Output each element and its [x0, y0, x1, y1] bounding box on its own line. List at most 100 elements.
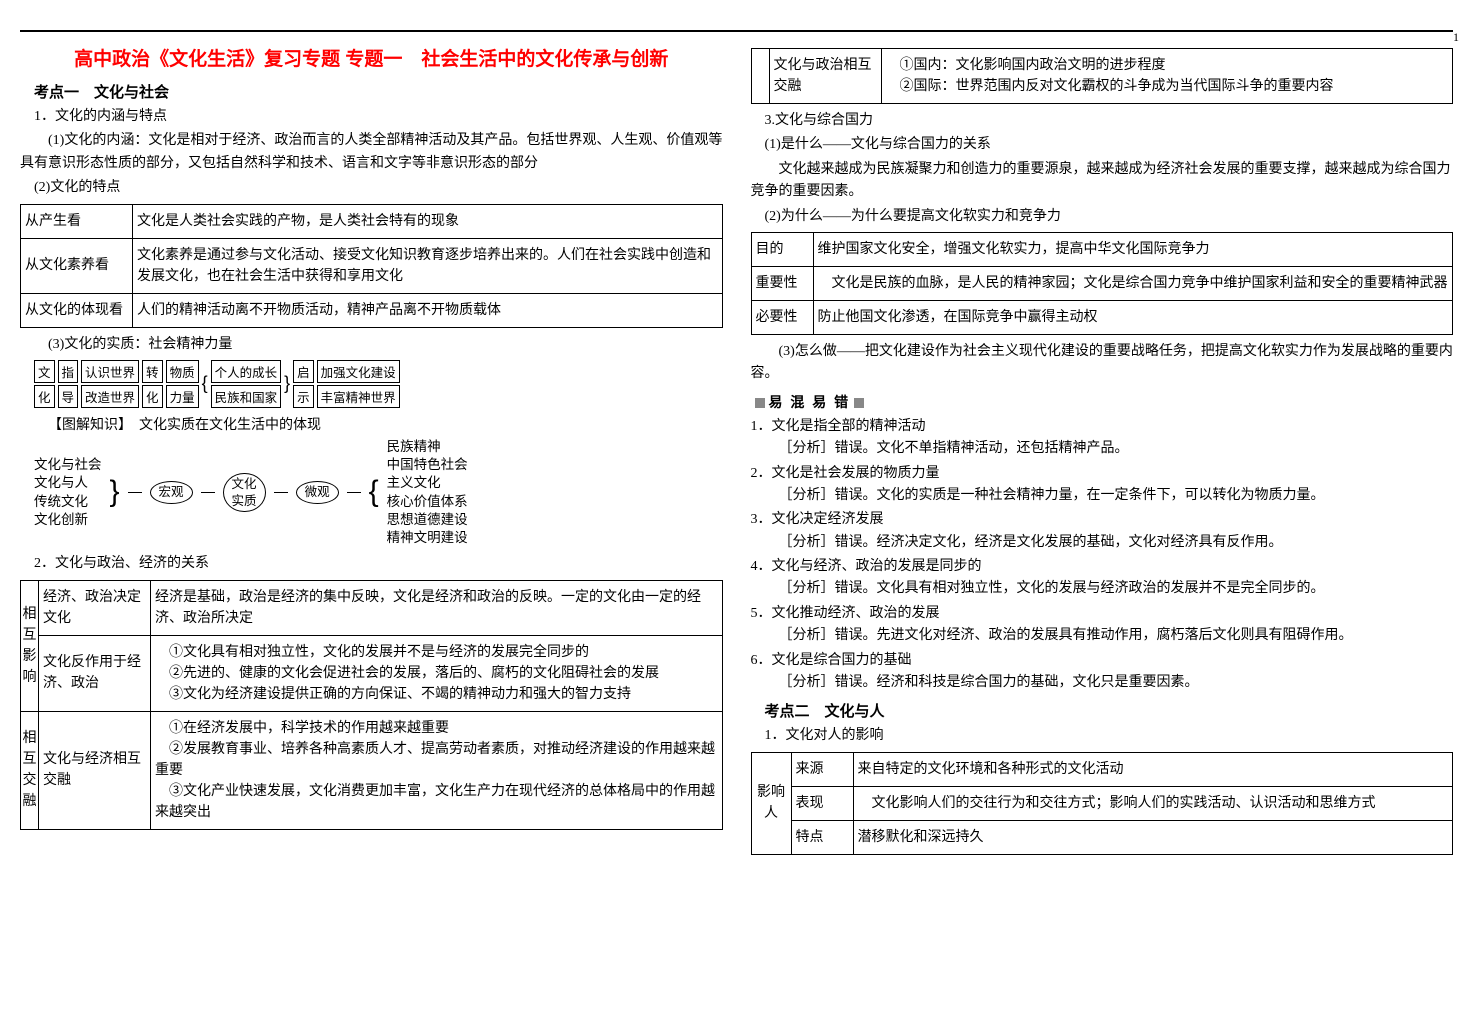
tujie-heading: 【图解知识】 文化实质在文化生活中的体现 [48, 414, 723, 434]
d1-h2: 丰富精神世界 [317, 385, 400, 408]
t2-g2: 相互交融 [21, 711, 39, 829]
table-purpose: 目的维护国家文化安全，增强文化软实力，提高中华文化国际竞争力 重要性 文化是民族… [751, 232, 1454, 335]
d1-d1: 转 [142, 360, 163, 383]
diagram-2: 文化与社会 文化与人 传统文化 文化创新 } 宏观 文化实质 微观 { 民族精神… [34, 438, 723, 547]
t1-r3-c: 人们的精神活动离不开物质活动，精神产品离不开物质载体 [133, 293, 723, 327]
err-3-q: 3．文化决定经济发展 [751, 509, 1454, 531]
d2-r5: 思想道德建设 [387, 511, 468, 529]
d2-r6: 精神文明建设 [387, 529, 468, 547]
t2-r3-h: 文化与经济相互交融 [39, 711, 151, 829]
d2-r4: 核心价值体系 [387, 493, 468, 511]
t2-r2-c: ①文化具有相对独立性，文化的发展并不是与经济的发展完全同步的 ②先进的、健康的文… [151, 635, 723, 711]
table-features: 从产生看文化是人类社会实践的产物，是人类社会特有的现象 从文化素养看文化素养是通… [20, 204, 723, 328]
t2-r4-c: ①国内：文化影响国内政治文明的进步程度 ②国际：世界范围内反对文化霸权的斗争成为… [881, 49, 1453, 104]
t2-r3-c: ①在经济发展中，科学技术的作用越来越重要 ②发展教育事业、培养各种高素质人才、提… [151, 711, 723, 829]
err-2-a: ［分析］错误。文化的实质是一种社会精神力量，在一定条件下，可以转化为物质力量。 [779, 485, 1454, 507]
t3-r1-h: 目的 [751, 232, 813, 266]
connector-line [201, 492, 215, 493]
t1-r2-h: 从文化素养看 [21, 238, 133, 293]
t4-r1-c: 来自特定的文化环境和各种形式的文化活动 [853, 752, 1453, 786]
err-5-a: ［分析］错误。先进文化对经济、政治的发展具有推动作用，腐朽落后文化则具有阻碍作用… [779, 625, 1454, 647]
d1-a2: 化 [34, 385, 55, 408]
t1-r2-c: 文化素养是通过参与文化活动、接受文化知识教育逐步培养出来的。人们在社会实践中创造… [133, 238, 723, 293]
t2-r1-h: 经济、政治决定文化 [39, 580, 151, 635]
d1-h1: 加强文化建设 [317, 360, 400, 383]
t3-r2-h: 重要性 [751, 266, 813, 300]
t4-r1-h: 来源 [791, 752, 853, 786]
t2-r2-h: 文化反作用于经济、政治 [39, 635, 151, 711]
section-1-heading: 1．文化的内涵与特点 [34, 106, 723, 128]
d1-g2: 示 [293, 385, 314, 408]
t1-r1-h: 从产生看 [21, 204, 133, 238]
page-title: 高中政治《文化生活》复习专题 专题一 社会生活中的文化传承与创新 [20, 44, 723, 71]
d2-r2: 中国特色社会 [387, 456, 468, 474]
square-icon [755, 398, 765, 408]
d2-l2: 文化与人 [34, 474, 102, 492]
d2-m2: 文化实质 [223, 473, 266, 513]
left-column: 高中政治《文化生活》复习专题 专题一 社会生活中的文化传承与创新 考点一 文化与… [20, 44, 723, 861]
bracket-icon: } [284, 373, 290, 394]
d1-b2: 导 [58, 385, 79, 408]
d2-m2a: 文化 [232, 477, 257, 491]
table-relations: 相互影响 经济、政治决定文化 经济是基础，政治是经济的集中反映，文化是经济和政治… [20, 580, 723, 830]
err-6-q: 6．文化是综合国力的基础 [751, 650, 1454, 672]
t3-r2-c: 文化是民族的血脉，是人民的精神家园；文化是综合国力竞争中维护国家利益和安全的重要… [813, 266, 1453, 300]
t3-r3-c: 防止他国文化渗透，在国际竞争中赢得主动权 [813, 300, 1453, 334]
d1-c1: 认识世界 [81, 360, 139, 383]
d1-e2: 力量 [166, 385, 199, 408]
para-shizhi: (3)文化的实质：社会精神力量 [20, 334, 723, 356]
s3-p3: (2)为什么——为什么要提高文化软实力和竞争力 [765, 206, 1454, 228]
d2-l1: 文化与社会 [34, 456, 102, 474]
connector-line [274, 492, 288, 493]
err-2-q: 2．文化是社会发展的物质力量 [751, 463, 1454, 485]
table-influence: 影响人 来源 来自特定的文化环境和各种形式的文化活动 表现 文化影响人们的交往行… [751, 752, 1454, 855]
yhyc-text: 易 混 易 错 [769, 394, 851, 410]
err-5-q: 5．文化推动经济、政治的发展 [751, 603, 1454, 625]
d2-l4: 文化创新 [34, 511, 102, 529]
para-neihan: (1)文化的内涵：文化是相对于经济、政治而言的人类全部精神活动及其产品。包括世界… [20, 130, 723, 175]
page-number: 1 [1453, 30, 1459, 45]
brace-icon: { [369, 472, 379, 513]
t1-r1-c: 文化是人类社会实践的产物，是人类社会特有的现象 [133, 204, 723, 238]
err-1-q: 1．文化是指全部的精神活动 [751, 416, 1454, 438]
bracket-icon: { [202, 373, 208, 394]
table-relations-cont: 文化与政治相互交融 ①国内：文化影响国内政治文明的进步程度 ②国际：世界范围内反… [751, 48, 1454, 104]
t1-r3-h: 从文化的体现看 [21, 293, 133, 327]
d2-m1: 宏观 [150, 481, 193, 504]
err-3-a: ［分析］错误。经济决定文化，经济是文化发展的基础，文化对经济具有反作用。 [779, 532, 1454, 554]
err-4-q: 4．文化与经济、政治的发展是同步的 [751, 556, 1454, 578]
section-4-heading: 1．文化对人的影响 [765, 725, 1454, 747]
d1-f1: 个人的成长 [211, 360, 282, 383]
t3-r1-c: 维护国家文化安全，增强文化软实力，提高中华文化国际竞争力 [813, 232, 1453, 266]
d1-g1: 启 [293, 360, 314, 383]
t4-r2-c: 文化影响人们的交往行为和交往方式；影响人们的实践活动、认识活动和思维方式 [853, 786, 1453, 820]
kaodian-1-heading: 考点一 文化与社会 [34, 81, 723, 102]
connector-line [347, 492, 361, 493]
section-2-heading: 2．文化与政治、经济的关系 [34, 553, 723, 575]
section-3-heading: 3.文化与综合国力 [765, 110, 1454, 132]
t4-r3-h: 特点 [791, 820, 853, 854]
err-4-a: ［分析］错误。文化具有相对独立性，文化的发展与经济政治的发展并不是完全同步的。 [779, 578, 1454, 600]
d2-l3: 传统文化 [34, 493, 102, 511]
d2-r1: 民族精神 [387, 438, 468, 456]
d2-m2b: 实质 [232, 494, 257, 508]
t2-r1-c: 经济是基础，政治是经济的集中反映，文化是经济和政治的反映。一定的文化由一定的经济… [151, 580, 723, 635]
d2-m3: 微观 [296, 481, 339, 504]
s3-p4: (3)怎么做——把文化建设作为社会主义现代化建设的重要战略任务，把提高文化软实力… [751, 341, 1454, 386]
t3-r3-h: 必要性 [751, 300, 813, 334]
d1-c2: 改造世界 [81, 385, 139, 408]
err-1-a: ［分析］错误。文化不单指精神活动，还包括精神产品。 [779, 438, 1454, 460]
d2-r3: 主义文化 [387, 474, 468, 492]
err-6-a: ［分析］错误。经济和科技是综合国力的基础，文化只是重要因素。 [779, 672, 1454, 694]
t2b-g [751, 49, 769, 104]
t4-r3-c: 潜移默化和深远持久 [853, 820, 1453, 854]
d1-f2: 民族和国家 [211, 385, 282, 408]
d1-a1: 文 [34, 360, 55, 383]
para-tedian-label: (2)文化的特点 [34, 177, 723, 199]
s3-p2: 文化越来越成为民族凝聚力和创造力的重要源泉，越来越成为经济社会发展的重要支撑，越… [751, 159, 1454, 204]
d1-b1: 指 [58, 360, 79, 383]
d1-d2: 化 [142, 385, 163, 408]
diagram-1: 文化 指导 认识世界改造世界 转化 物质力量 { 个人的成长民族和国家 } 启示… [34, 360, 723, 408]
connector-line [128, 492, 142, 493]
t2-g1: 相互影响 [21, 580, 39, 711]
